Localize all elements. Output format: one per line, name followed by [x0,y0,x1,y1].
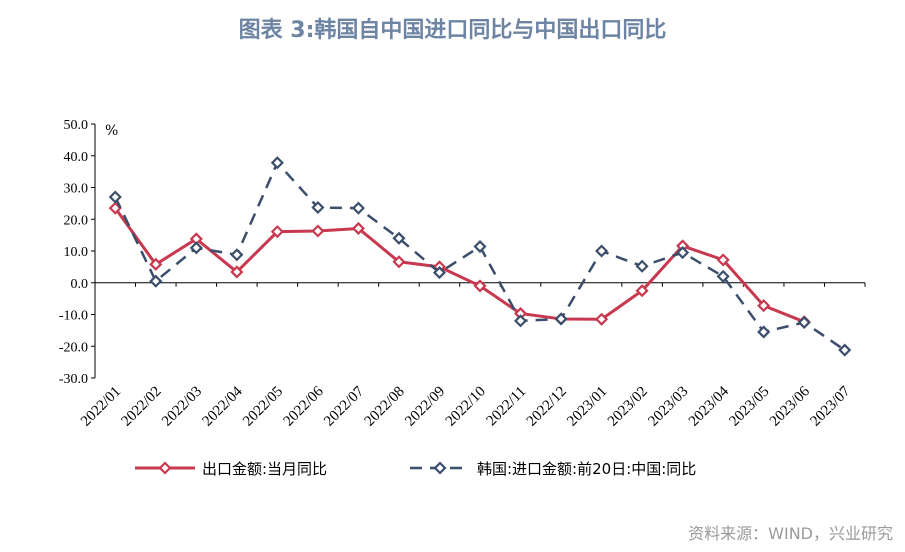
series-line [114,207,805,324]
data-point [392,231,406,245]
data-point [757,325,771,339]
series-1 [108,201,811,329]
legend-marker [158,461,172,475]
x-tick-label: 2022/03 [159,384,205,430]
source-note: 资料来源：WIND，兴业研究 [688,524,893,543]
x-tick-label: 2022/08 [362,384,408,430]
x-tick-label: 2022/02 [119,384,165,430]
y-tick-label: 50.0 [64,118,89,133]
data-point [716,253,730,267]
data-point [635,259,649,273]
data-point [230,248,244,262]
x-tick-label: 2023/02 [605,384,651,430]
data-point [230,265,244,279]
x-tick-label: 2022/11 [484,384,530,430]
y-tick-label: 30.0 [64,182,89,197]
data-point [595,312,609,326]
y-tick-label: -10.0 [59,309,88,324]
series-line [114,161,846,352]
x-axis-ticks: 2022/012022/022022/032022/042022/052022/… [78,282,866,430]
data-point [311,200,325,215]
data-point [270,156,284,170]
data-point [392,255,406,269]
x-tick-label: 2022/09 [402,384,448,430]
data-point [351,201,365,215]
x-tick-label: 2023/05 [726,384,772,430]
data-point [635,284,649,298]
x-tick-label: 2023/01 [564,384,610,430]
data-point [473,239,487,254]
x-tick-label: 2023/03 [645,384,691,430]
y-axis-unit-label: % [105,123,118,139]
legend-label: 出口金额:当月同比 [202,460,327,478]
legend: 出口金额:当月同比 韩国:进口金额:前20日:中国:同比 [135,460,696,478]
data-point [149,274,163,288]
y-tick-label: 10.0 [64,245,89,260]
legend-marker [433,461,447,475]
data-point [676,246,690,260]
x-tick-label: 2022/05 [240,384,286,430]
y-axis-ticks: 50.0 40.0 30.0 20.0 10.0 0.0 -10.0 -20.0 -30.0 [59,118,95,387]
data-point [149,257,163,271]
data-point [595,244,609,258]
x-tick-label: 2023/04 [686,383,732,429]
data-point [270,225,284,239]
series-2 [108,156,852,357]
data-point [189,241,203,255]
legend-label: 韩国:进口金额:前20日:中国:同比 [477,460,696,478]
y-tick-label: 20.0 [64,213,89,228]
x-tick-label: 2022/12 [524,384,570,430]
data-point [351,221,365,236]
x-tick-label: 2022/10 [443,384,489,430]
y-tick-label: 40.0 [64,150,89,165]
series-layer [108,156,852,357]
data-point [311,224,325,238]
data-point [432,266,447,280]
y-tick-label: -30.0 [59,372,88,387]
x-tick-label: 2022/01 [78,384,124,430]
y-tick-label: -20.0 [59,340,88,355]
x-tick-label: 2022/06 [281,383,327,429]
chart-title: 图表 3:韩国自中国进口同比与中国出口同比 [238,18,667,43]
x-tick-label: 2022/04 [200,383,246,429]
data-point [757,299,771,313]
data-point [473,279,487,293]
data-point [797,315,811,329]
x-tick-label: 2023/06 [767,383,813,429]
data-point [838,343,852,357]
data-point [513,314,528,328]
data-point [716,269,730,283]
x-tick-label: 2023/07 [807,383,853,429]
data-point [108,190,122,204]
x-tick-label: 2022/07 [321,383,367,429]
data-point [554,312,568,326]
y-tick-label: 0.0 [71,277,89,292]
